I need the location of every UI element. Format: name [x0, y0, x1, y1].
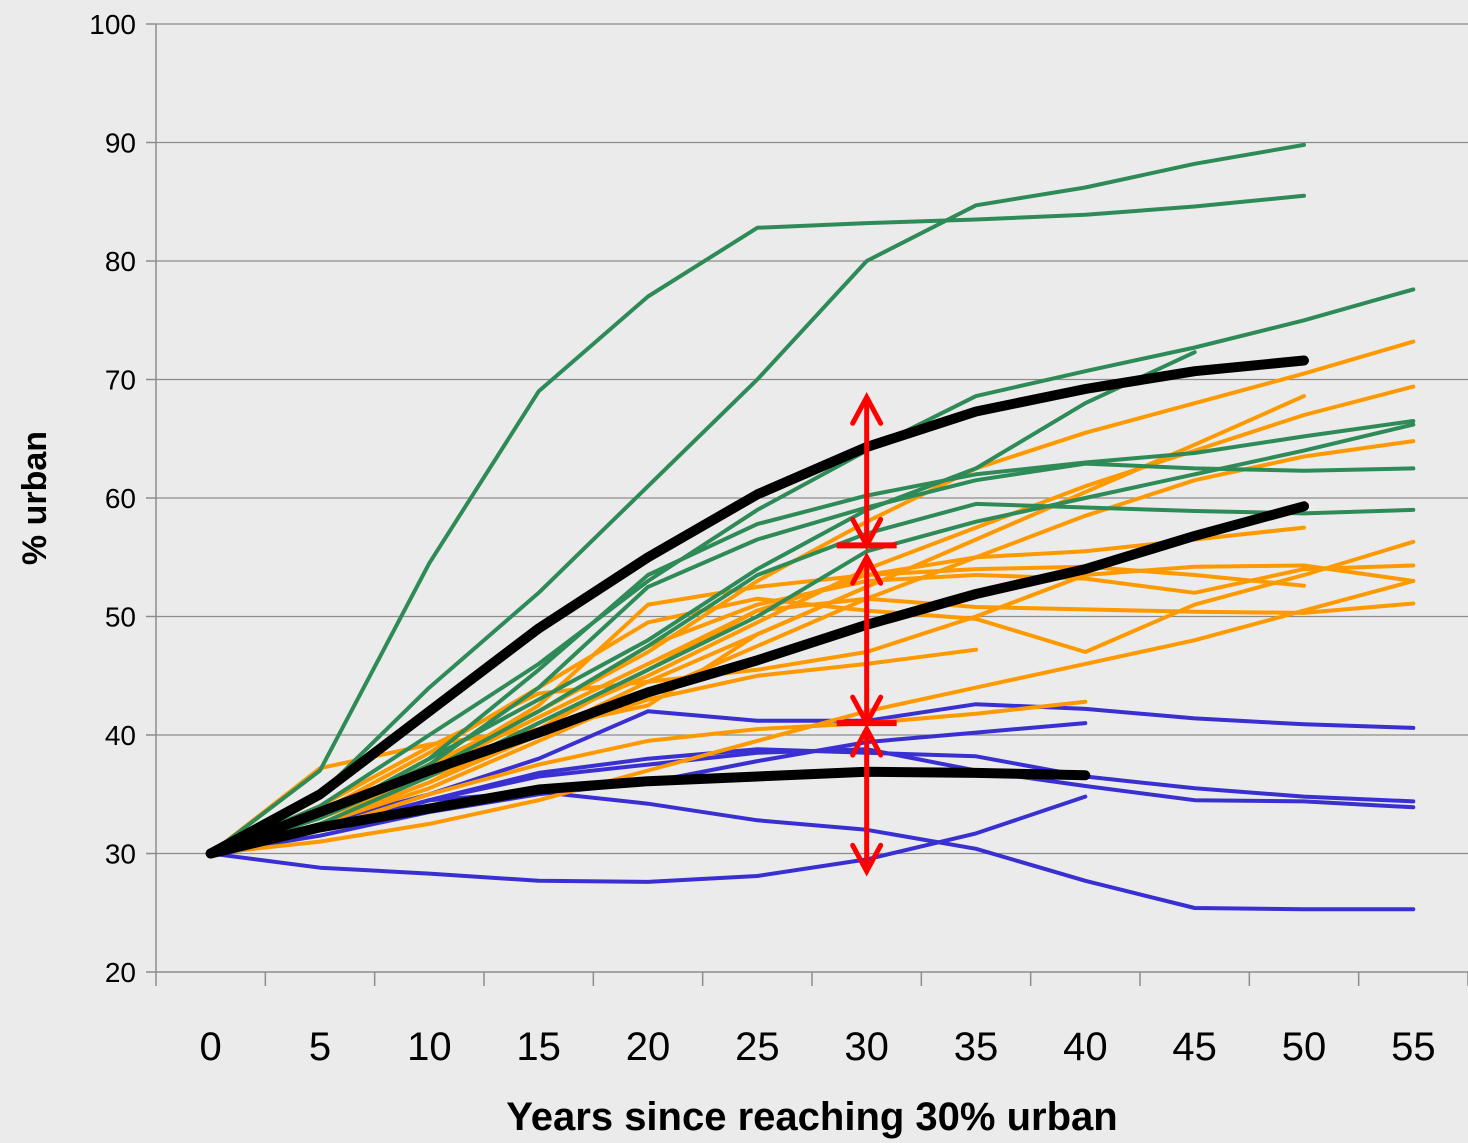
series-line-high-1: [208, 142, 1306, 856]
x-axis-title: Years since reaching 30% urban: [506, 1095, 1117, 1139]
range-arrows: [836, 392, 897, 877]
series-line-high-2: [208, 287, 1416, 856]
x-tick-label-10: 10: [407, 1025, 452, 1069]
range-arrow-head-top-2: [850, 723, 884, 758]
series-line-high-0: [208, 193, 1306, 856]
range-arrow-head-top-0: [850, 392, 884, 426]
y-tick-label-50: 50: [105, 602, 136, 633]
x-tick-label-30: 30: [844, 1025, 889, 1069]
y-tick-label-40: 40: [105, 720, 136, 751]
axes: [146, 23, 1468, 986]
y-tick-label-70: 70: [105, 365, 136, 396]
range-arrow-head-top-1: [850, 551, 884, 586]
series-line-low-26: [208, 789, 1416, 912]
x-tick-label-35: 35: [954, 1025, 999, 1069]
y-axis-title: % urban: [16, 431, 54, 565]
y-tick-label-60: 60: [105, 483, 136, 514]
x-tick-label-45: 45: [1172, 1025, 1217, 1069]
series-line-mean-29: [205, 501, 1309, 859]
x-tick-label-50: 50: [1282, 1025, 1327, 1069]
x-tick-label-15: 15: [516, 1025, 561, 1069]
series-line-mean-30: [205, 766, 1091, 859]
x-tick-label-0: 0: [200, 1025, 222, 1069]
y-tick-label-90: 90: [105, 128, 136, 159]
series-line-middle-15: [208, 596, 1416, 856]
x-tick-label-20: 20: [626, 1025, 671, 1069]
y-tick-label-30: 30: [105, 839, 136, 870]
series-line-mean-28: [205, 355, 1309, 859]
y-tick-label-80: 80: [105, 246, 136, 277]
series-line-low-27: [208, 794, 1088, 884]
series-line-high-4: [208, 419, 1416, 856]
series-lines: [205, 142, 1416, 912]
x-tick-label-5: 5: [309, 1025, 331, 1069]
x-tick-label-55: 55: [1391, 1025, 1436, 1069]
series-line-middle-11: [208, 439, 1416, 856]
series-line-middle-17: [208, 563, 1416, 856]
y-tick-label-20: 20: [105, 957, 136, 988]
range-arrow-head-bottom-2: [850, 842, 884, 877]
y-tick-label-100: 100: [89, 9, 136, 40]
grid-lines: [156, 23, 1468, 855]
x-tick-label-40: 40: [1063, 1025, 1108, 1069]
x-tick-label-25: 25: [735, 1025, 780, 1069]
series-line-high-7: [208, 422, 1416, 856]
tick-labels: 20 30 40 50 60 70 80 90 100 0 5 10 15 20 25 30 35 40 45 50 5…: [89, 9, 1435, 1069]
